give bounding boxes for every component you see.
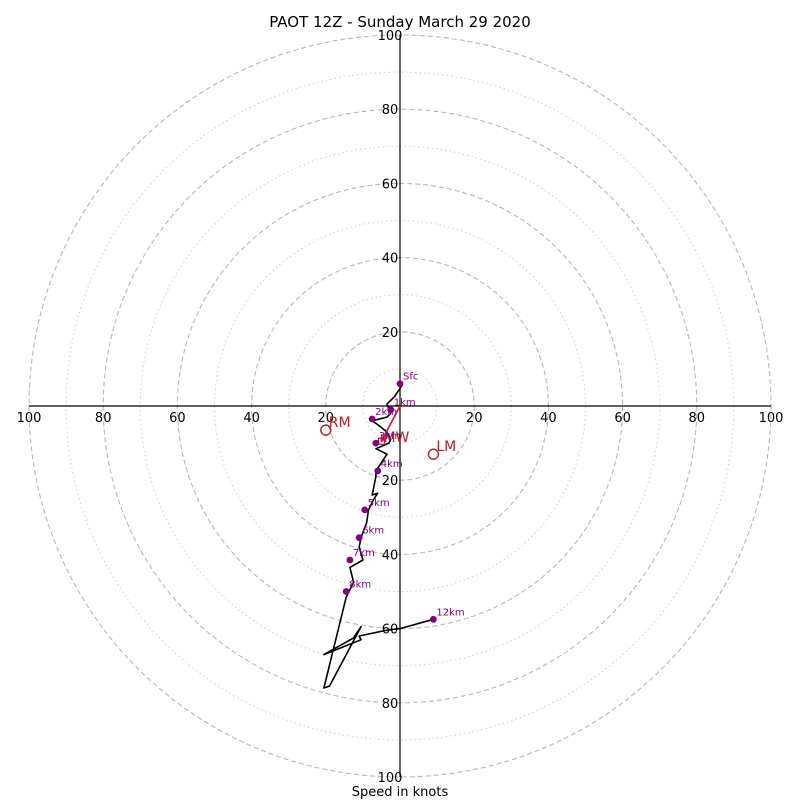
shear-vector-arrow — [380, 405, 401, 442]
y-tick-label: 80 — [382, 697, 399, 712]
storm-motion-lm-marker — [427, 448, 440, 460]
height-marker-1km — [387, 406, 395, 414]
x-tick-label: 40 — [243, 411, 260, 426]
height-label-6km: 6km — [362, 526, 384, 537]
x-tick-label: 100 — [17, 411, 42, 426]
height-marker-6km — [355, 534, 363, 542]
y-tick-label: 40 — [382, 548, 399, 563]
y-tick-label: 20 — [382, 326, 399, 341]
height-marker-4km — [374, 467, 382, 475]
x-tick-label: 80 — [689, 411, 706, 426]
mean-wind-label: MW — [383, 430, 409, 446]
storm-motion-lm-label: LM — [436, 439, 456, 455]
storm-motion-markers: RM LM MW — [320, 405, 456, 460]
y-tick-label: 100 — [378, 29, 403, 44]
height-label-5km: 5km — [368, 498, 390, 509]
x-tick-label: 20 — [318, 411, 335, 426]
height-label-12km: 12km — [436, 607, 464, 618]
height-marker-3km — [372, 439, 380, 447]
x-tick-label: 60 — [614, 411, 631, 426]
y-tick-label: 20 — [382, 474, 399, 489]
height-marker-8km — [342, 588, 350, 595]
storm-motion-rm-marker — [320, 424, 332, 436]
height-label-2km: 2km — [375, 407, 397, 418]
height-label-3km: 3km — [379, 431, 401, 442]
height-marker-sfc — [396, 380, 404, 388]
x-tick-label: 60 — [169, 411, 186, 426]
storm-motion-rm-label: RM — [329, 415, 351, 431]
y-tick-label: 80 — [382, 103, 399, 118]
x-tick-label: 40 — [540, 411, 557, 426]
chart-title: PAOT 12Z - Sunday March 29 2020 — [269, 13, 531, 31]
y-tick-label: 100 — [378, 771, 403, 786]
x-tick-label: 20 — [466, 411, 483, 426]
height-label-7km: 7km — [353, 548, 375, 559]
height-label-4km: 4km — [381, 459, 403, 470]
height-marker-12km — [429, 615, 437, 623]
height-marker-5km — [361, 506, 369, 514]
shear-vector-arrowhead — [380, 434, 388, 443]
height-marker-7km — [346, 556, 354, 564]
x-tick-label: 100 — [759, 411, 784, 426]
y-tick-label: 40 — [382, 252, 399, 267]
x-tick-label: 80 — [95, 411, 112, 426]
x-axis-label: Speed in knots — [352, 785, 449, 800]
height-label-8km: 8km — [349, 580, 371, 591]
height-label-1km: 1km — [394, 398, 416, 409]
height-marker-2km — [368, 415, 376, 423]
height-label-sfc: Sfc — [403, 372, 418, 383]
tick-labels: 100 80 60 40 20 20 40 60 80 100100806040202040608… — [17, 29, 784, 786]
y-tick-label: 60 — [382, 177, 399, 192]
